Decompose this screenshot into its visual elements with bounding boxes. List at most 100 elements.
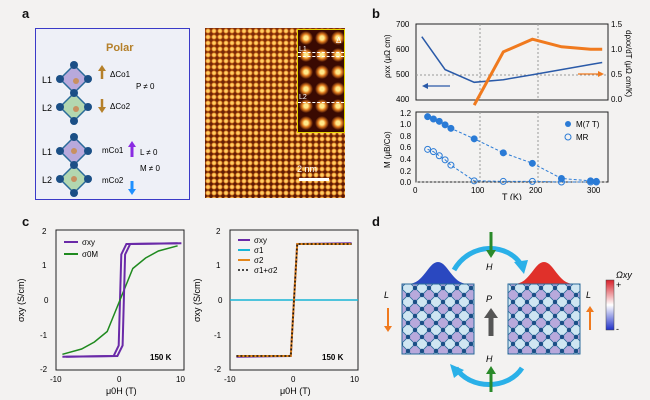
L-right-arrowhead-icon	[586, 306, 594, 312]
panel-label-a: a	[22, 6, 30, 21]
delta-co2-arrowhead-icon	[98, 107, 106, 113]
inset-dash-3	[298, 102, 344, 103]
c-left-sxy-return-branch	[66, 242, 182, 358]
b-xtick-100: 100	[471, 186, 485, 195]
H-bottom-label: H	[486, 354, 493, 364]
delta-co2-label: ΔCo2	[110, 102, 131, 111]
c-right-xtick-0: 0	[291, 375, 296, 384]
label-L2: L2	[42, 103, 52, 113]
inset-delta: Δ	[336, 36, 342, 45]
legend-mr: MR	[576, 133, 589, 142]
lattice-top	[56, 61, 92, 125]
series-1-fit-line	[427, 148, 597, 183]
b-xtick-300: 300	[587, 186, 601, 195]
legend-m7t-marker	[565, 121, 571, 127]
panel-label-b: b	[372, 6, 380, 21]
series-1-point	[441, 156, 449, 164]
omega-plus: +	[616, 280, 621, 290]
c-right-legend-sxy: σxy	[254, 236, 267, 245]
c-right-temp: 150 K	[322, 353, 344, 362]
p-ne-0-label: P ≠ 0	[136, 82, 155, 91]
legend-mr-marker	[564, 133, 572, 141]
left-lattice	[401, 283, 475, 355]
series-0-point	[447, 124, 455, 132]
series-1-point	[499, 177, 507, 185]
right-lattice	[507, 283, 581, 355]
drho-arrowhead-icon	[598, 71, 604, 77]
bottom-curved-arrow-icon	[453, 366, 525, 387]
c-left-legend-sxy: σxy	[82, 238, 95, 247]
b-xtick-200: 200	[529, 186, 543, 195]
panel-label-d: d	[372, 214, 380, 229]
b-bottom-ytick-02: 0.2	[400, 167, 412, 176]
b-top-ylabel-left: ρxx (μΩ cm)	[383, 34, 392, 78]
b-top-plot	[421, 36, 603, 106]
m-co1-arrowhead-icon	[128, 141, 136, 147]
M-ne-0-label: M ≠ 0	[140, 164, 161, 173]
series-1-point	[429, 148, 437, 156]
series-1-point	[470, 177, 478, 185]
b-bottom-ylabel: M (μB/Co)	[383, 131, 392, 168]
b-top-axes	[415, 23, 609, 101]
top-curved-arrowhead-icon	[514, 260, 528, 274]
label-L1: L1	[42, 75, 52, 85]
c-right-ytick-m2: -2	[214, 365, 222, 374]
b-bottom-ytick-10: 1.0	[400, 120, 412, 129]
c-left-temp: 150 K	[150, 353, 172, 362]
drho-dt-line	[472, 37, 603, 106]
rho-arrowhead-icon	[422, 83, 428, 89]
panel-d-schematic: H H P L L Ωxy + -	[384, 232, 632, 392]
c-right-ylabel: σxy (S/cm)	[192, 278, 202, 322]
b-bottom-plot	[416, 113, 608, 186]
m-co2-arrowhead-icon	[128, 189, 136, 195]
rho-xx-line	[421, 36, 603, 84]
b-bottom-ytick-08: 0.8	[400, 132, 412, 141]
H-top-label: H	[486, 262, 493, 272]
series-1-point	[557, 178, 565, 186]
b-top-ytick-700: 700	[396, 20, 410, 29]
scale-bar	[299, 178, 329, 181]
c-right-legend-s1: σ1	[254, 246, 264, 255]
c-left-ylabel: σxy (S/cm)	[16, 278, 26, 322]
c-left-xtick-0: 0	[117, 375, 122, 384]
c-right-legend-s2: σ2	[254, 256, 264, 265]
inset-L2: L2	[299, 94, 307, 101]
L-right-label: L	[586, 290, 591, 300]
c-right-ytick-1: 1	[216, 261, 221, 270]
series-1-point	[447, 161, 455, 169]
delta-co1-label: ΔCo1	[110, 70, 131, 79]
b-bottom-ytick-12: 1.2	[400, 109, 412, 118]
inset-L1: L1	[299, 46, 307, 53]
c-right-ytick-2: 2	[216, 227, 221, 236]
c-left-ytick-m1: -1	[40, 331, 48, 340]
b-top-rtick-05: 0.5	[611, 70, 623, 79]
m-co1-label: mCo1	[102, 146, 124, 155]
omega-colorbar	[605, 279, 615, 331]
c-right-ytick-0: 0	[218, 296, 223, 305]
c-right-legend-sum: σ1+σ2	[254, 266, 278, 275]
c-left-xtick-m10: -10	[50, 375, 62, 384]
series-0-point	[441, 121, 449, 129]
c-left-legend-s0m: σ0M	[82, 250, 98, 259]
b-top-rtick-0: 0.0	[611, 95, 623, 104]
c-left-series-1	[62, 245, 178, 356]
b-top-rtick-15: 1.5	[611, 20, 623, 29]
bottom-curved-arrowhead-icon	[450, 364, 464, 378]
polar-schematic-box: Polar L1 L2 ΔCo1 P ≠ 0 ΔCo2	[35, 28, 190, 200]
legend-m7t: M(7 T)	[576, 120, 600, 129]
panel-label-c: c	[22, 214, 30, 229]
right-berry-bump	[514, 262, 574, 284]
c-left-ytick-0: 0	[44, 296, 49, 305]
series-0-point	[470, 135, 478, 143]
b-top-ytick-600: 600	[396, 45, 410, 54]
series-1-point	[435, 152, 443, 160]
c-right-xtick-m10: -10	[224, 375, 236, 384]
L-left-arrowhead-icon	[384, 326, 392, 332]
c-right-plot	[230, 242, 358, 358]
c-right-series-3	[236, 243, 352, 357]
series-0-point	[424, 113, 432, 121]
b-top-rtick-10: 1.0	[611, 45, 623, 54]
panel-c-charts: σxy (S/cm) 2 1 0 -1 -2 -10 0 10 μ0H (T) …	[16, 227, 359, 396]
inset-dash-2	[298, 56, 344, 57]
